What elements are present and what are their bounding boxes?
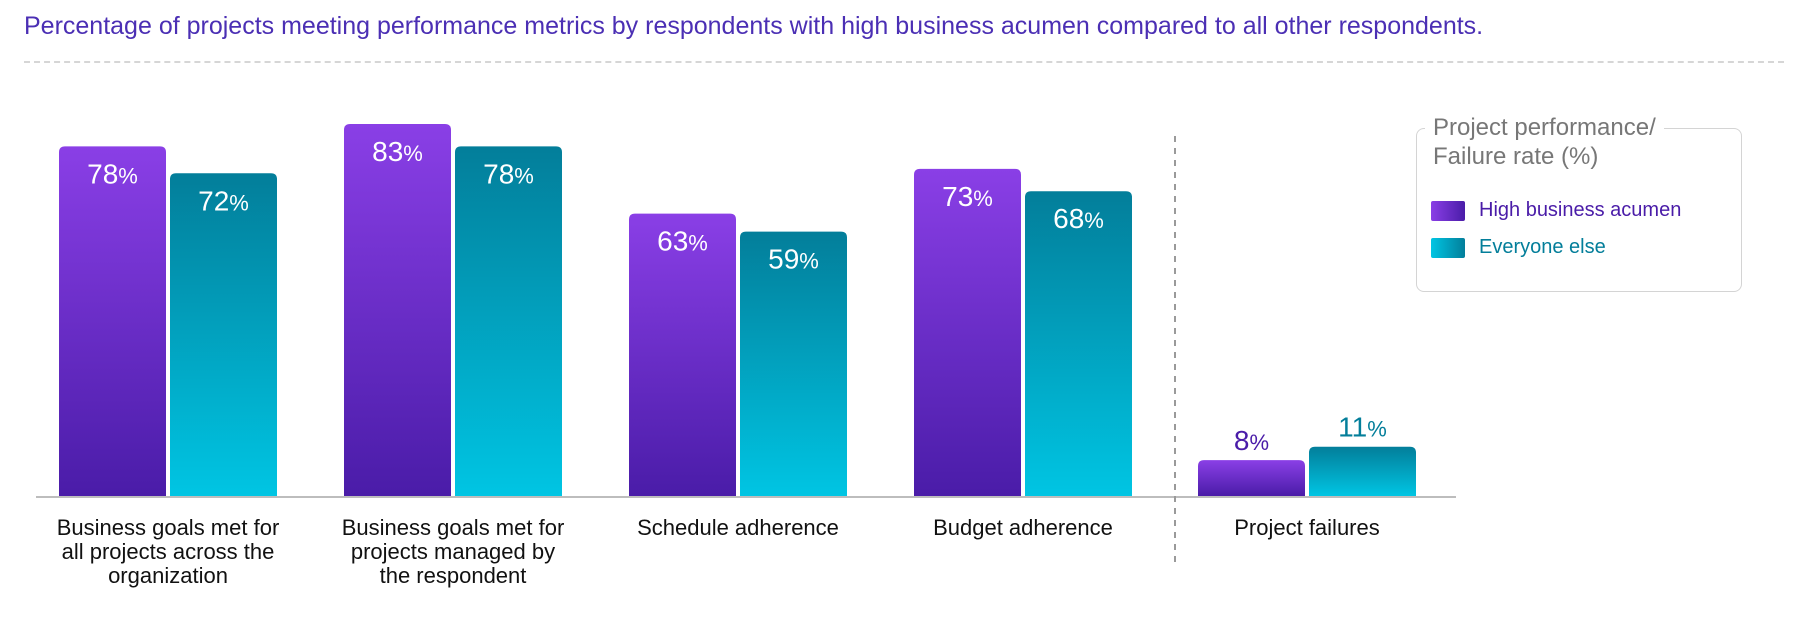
value-label-high-business-acumen-5: 8% <box>1234 425 1269 456</box>
bar-everyone-else-5 <box>1309 446 1416 496</box>
value-label-high-business-acumen-4: 73% <box>942 181 993 212</box>
legend-title: Project performance/ Failure rate (%) <box>1425 113 1664 171</box>
value-label-everyone-else-4: 68% <box>1053 203 1104 234</box>
value-label-high-business-acumen-3: 63% <box>657 226 708 257</box>
title-divider <box>24 61 1784 63</box>
legend-item-everyone-else: Everyone else <box>1431 236 1606 259</box>
value-label-everyone-else-2: 78% <box>483 158 534 189</box>
category-label-2: Business goals met for projects managed b… <box>342 515 565 588</box>
bar-high-business-acumen-4 <box>914 168 1021 496</box>
bar-everyone-else-3 <box>740 231 847 496</box>
category-label-1: Business goals met for all projects acros… <box>57 515 280 588</box>
category-label-4: Budget adherence <box>933 515 1113 540</box>
legend: Project performance/ Failure rate (%) Hi… <box>1416 113 1742 292</box>
value-label-high-business-acumen-2: 83% <box>372 136 423 167</box>
legend-label-everyone-else: Everyone else <box>1479 236 1606 258</box>
value-label-high-business-acumen-1: 78% <box>87 158 138 189</box>
value-label-everyone-else-3: 59% <box>768 244 819 275</box>
bar-high-business-acumen-1 <box>59 146 166 496</box>
legend-swatch-everyone-else <box>1431 237 1465 258</box>
bar-everyone-else-1 <box>170 173 277 496</box>
legend-item-high-business-acumen: High business acumen <box>1431 199 1681 222</box>
value-label-everyone-else-1: 72% <box>198 185 249 216</box>
legend-label-high-business-acumen: High business acumen <box>1479 199 1682 221</box>
legend-title-line-2: Failure rate (%) <box>1433 143 1599 170</box>
legend-title-line-1: Project performance/ <box>1433 114 1656 141</box>
bar-everyone-else-4 <box>1025 191 1132 496</box>
chart-title: Percentage of projects meeting performan… <box>24 12 1484 40</box>
value-label-everyone-else-5: 11% <box>1338 412 1387 443</box>
bar-everyone-else-2 <box>455 146 562 496</box>
legend-swatch-high-business-acumen <box>1431 200 1465 221</box>
category-label-3: Schedule adherence <box>637 515 839 540</box>
category-labels-group: Business goals met for all projects acros… <box>57 515 1380 588</box>
bar-high-business-acumen-5 <box>1198 460 1305 496</box>
category-label-5: Project failures <box>1234 515 1380 540</box>
bars-group: 78% 72% 83% 78% 63% 59% 73% 68% 8% 11% <box>59 124 1416 496</box>
bar-high-business-acumen-2 <box>344 124 451 496</box>
bar-high-business-acumen-3 <box>629 213 736 496</box>
